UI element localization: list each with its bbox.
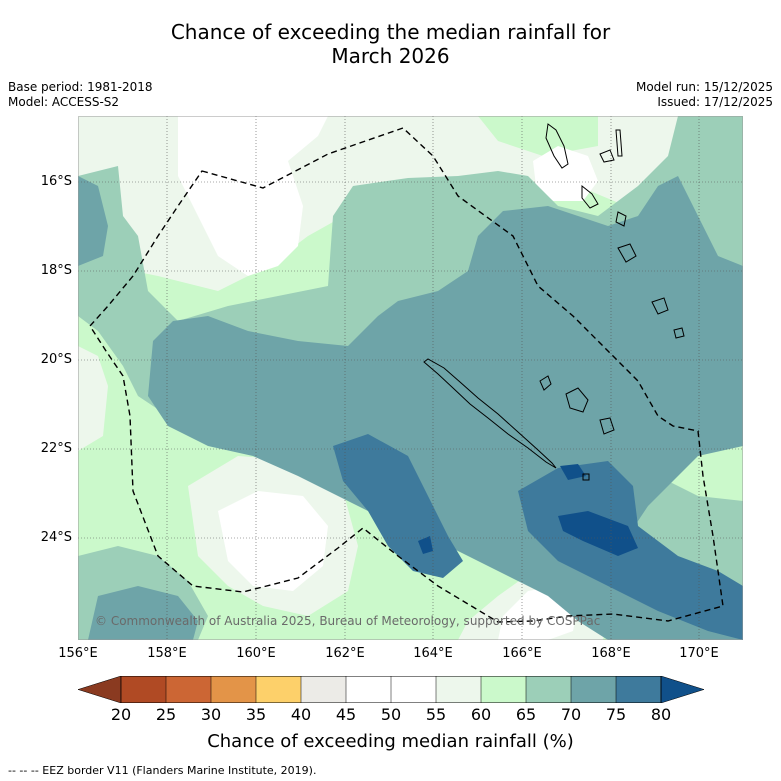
lon-label-168: 168°E — [591, 646, 631, 661]
title-line-1: Chance of exceeding the median rainfall … — [170, 20, 611, 44]
lon-label-170: 170°E — [679, 646, 719, 661]
lat-label-18s: 18°S — [40, 263, 72, 278]
colorbar-below20 — [78, 676, 122, 703]
loyalty-island-2 — [565, 387, 589, 413]
cb-tick-50: 50 — [380, 705, 402, 724]
colorbar — [78, 676, 704, 703]
colorbar-40-45 — [301, 676, 346, 703]
model-run: Model run: 15/12/2025 — [635, 80, 773, 94]
meta-right: Model run: 15/12/2025 Issued: 17/12/2025 — [636, 80, 773, 110]
cb-tick-70: 70 — [560, 705, 582, 724]
lon-label-162: 162°E — [325, 646, 365, 661]
colorbar-35-40 — [256, 676, 301, 703]
eez-legend-note: -- -- -- EEZ border V11 (Flanders Marine… — [8, 764, 317, 777]
cb-tick-25: 25 — [155, 705, 177, 724]
colorbar-75-80 — [616, 676, 661, 703]
lat-label-24s: 24°S — [40, 530, 72, 545]
contour-55-60-west — [78, 346, 108, 451]
map-frame — [78, 116, 743, 640]
loyalty-island-1 — [539, 375, 552, 391]
vanuatu-small-2 — [615, 129, 623, 157]
new-caledonia-island — [423, 358, 557, 469]
contour-above80-b — [418, 536, 433, 554]
isle-of-pines — [582, 473, 590, 481]
colorbar-60-65 — [481, 676, 526, 703]
vanuatu-aneityum — [673, 327, 685, 339]
rainfall-map — [78, 116, 743, 640]
colorbar-outline — [120, 676, 662, 703]
cb-tick-20: 20 — [110, 705, 132, 724]
lon-label-156: 156°E — [58, 646, 98, 661]
gridlines — [78, 116, 743, 640]
lat-label-20s: 20°S — [40, 352, 72, 367]
colorbar-25-30 — [166, 676, 211, 703]
cb-tick-60: 60 — [470, 705, 492, 724]
lon-label-160: 160°E — [236, 646, 276, 661]
lon-label-158: 158°E — [147, 646, 187, 661]
vanuatu-small-1 — [599, 149, 615, 163]
copyright-notice: © Commonwealth of Australia 2025, Bureau… — [95, 614, 601, 628]
colorbar-20-25 — [121, 676, 166, 703]
contour-50-55-southwest — [218, 491, 328, 591]
cb-tick-45: 45 — [335, 705, 357, 724]
colorbar-label: Chance of exceeding median rainfall (%) — [207, 731, 574, 752]
colorbar-50-55 — [391, 676, 436, 703]
contour-50-55-north — [178, 116, 328, 276]
issued-date: Issued: 17/12/2025 — [657, 95, 773, 109]
contour-70-75-west — [78, 176, 108, 266]
cb-tick-55: 55 — [425, 705, 447, 724]
cb-tick-40: 40 — [290, 705, 312, 724]
contour-70-75-southwest — [88, 586, 198, 640]
colorbar-55-60 — [436, 676, 481, 703]
model-name: Model: ACCESS-S2 — [8, 95, 120, 109]
cb-tick-75: 75 — [605, 705, 627, 724]
contour-above80-c — [560, 464, 586, 480]
colorbar-70-75 — [571, 676, 616, 703]
cb-tick-30: 30 — [200, 705, 222, 724]
title-line-2: March 2026 — [331, 44, 450, 68]
chart-title: Chance of exceeding the median rainfall … — [0, 20, 781, 68]
colorbar-30-35 — [211, 676, 256, 703]
eez-border — [89, 127, 724, 623]
colorbar-45-50 — [346, 676, 391, 703]
vanuatu-espiritu-santo — [545, 123, 569, 169]
vanuatu-tanna — [651, 297, 669, 315]
colorbar-above80 — [660, 676, 704, 703]
vanuatu-efate — [617, 243, 637, 263]
loyalty-island-3 — [599, 417, 615, 435]
cb-tick-80: 80 — [650, 705, 672, 724]
lat-label-16s: 16°S — [40, 174, 72, 189]
lon-label-164: 164°E — [413, 646, 453, 661]
cb-tick-35: 35 — [245, 705, 267, 724]
contour-above80-a — [558, 511, 638, 556]
vanuatu-small-3 — [615, 211, 627, 227]
lon-label-166: 166°E — [502, 646, 542, 661]
vanuatu-malekula — [581, 184, 599, 209]
cb-tick-65: 65 — [515, 705, 537, 724]
meta-left: Base period: 1981-2018 Model: ACCESS-S2 — [8, 80, 153, 110]
base-period: Base period: 1981-2018 — [8, 80, 153, 94]
lat-label-22s: 22°S — [40, 441, 72, 456]
colorbar-65-70 — [526, 676, 571, 703]
